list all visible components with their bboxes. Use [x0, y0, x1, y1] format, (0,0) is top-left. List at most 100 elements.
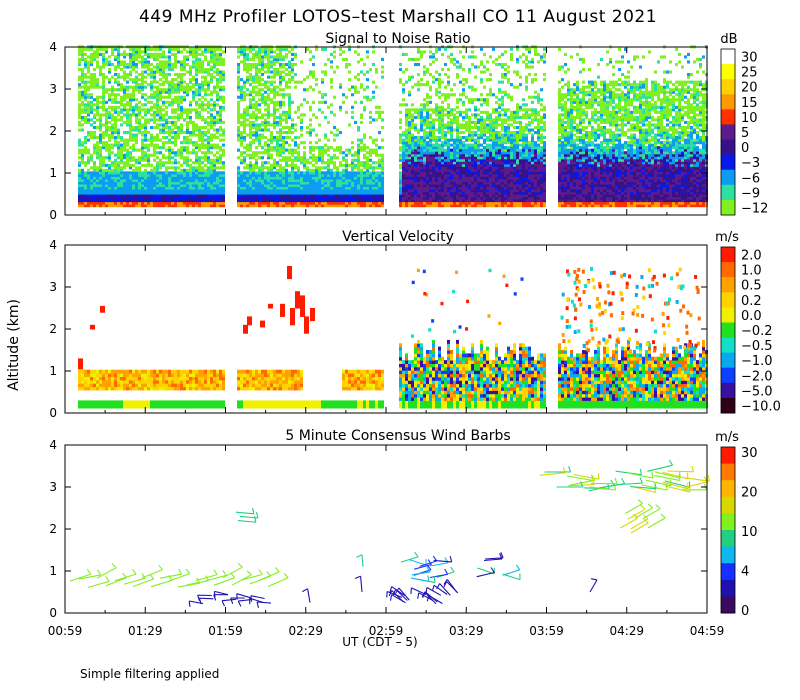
snr-cell — [267, 95, 270, 99]
snr-cell — [249, 186, 252, 190]
snr-cell — [444, 176, 447, 180]
snr-cell — [423, 73, 426, 77]
snr-cell — [276, 196, 279, 200]
snr-cell — [366, 78, 369, 82]
snr-cell — [405, 148, 408, 152]
snr-cell — [369, 199, 372, 203]
snr-cell — [303, 189, 306, 193]
snr-cell — [204, 90, 207, 94]
snr-cell — [171, 136, 174, 140]
snr-cell — [174, 55, 177, 59]
snr-cell — [471, 201, 474, 205]
snr-cell — [198, 68, 201, 72]
snr-cell — [168, 55, 171, 59]
snr-cell — [78, 60, 81, 64]
snr-cell — [246, 113, 249, 117]
snr-cell — [435, 153, 438, 157]
snr-cell — [120, 199, 123, 203]
snr-cell — [78, 93, 81, 97]
snr-cell — [192, 173, 195, 177]
snr-cell — [264, 181, 267, 185]
snr-cell — [351, 168, 354, 172]
snr-cell — [81, 93, 84, 97]
snr-cell — [168, 146, 171, 150]
snr-cell — [243, 173, 246, 177]
snr-cell — [90, 173, 93, 177]
snr-cell — [135, 63, 138, 67]
snr-cell — [348, 178, 351, 182]
snr-cell — [471, 183, 474, 187]
snr-cell — [261, 199, 264, 203]
snr-cell — [426, 70, 429, 74]
snr-cell — [237, 108, 240, 112]
snr-cell — [90, 178, 93, 182]
snr-cell — [141, 85, 144, 89]
snr-cell — [468, 115, 471, 119]
snr-cell — [216, 194, 219, 198]
snr-cell — [291, 186, 294, 190]
snr-cell — [204, 131, 207, 135]
snr-cell — [87, 156, 90, 160]
snr-cell — [216, 166, 219, 170]
snr-cell — [198, 204, 201, 208]
snr-cell — [177, 191, 180, 195]
snr-cell — [468, 85, 471, 89]
snr-cell — [96, 151, 99, 155]
snr-cell — [174, 186, 177, 190]
snr-cell — [180, 196, 183, 200]
snr-cell — [300, 176, 303, 180]
snr-cell — [372, 141, 375, 145]
snr-cell — [213, 52, 216, 56]
snr-cell — [192, 47, 195, 51]
snr-cell — [411, 85, 414, 89]
snr-cell — [177, 151, 180, 155]
snr-cell — [258, 133, 261, 137]
snr-cell — [222, 131, 225, 135]
snr-cell — [165, 110, 168, 114]
snr-cell — [96, 78, 99, 82]
snr-cell — [156, 146, 159, 150]
snr-cell — [399, 181, 402, 185]
snr-cell — [108, 60, 111, 64]
snr-cell — [303, 204, 306, 208]
snr-cell — [144, 158, 147, 162]
snr-cell — [132, 113, 135, 117]
snr-cell — [282, 194, 285, 198]
snr-cell — [135, 78, 138, 82]
snr-cell — [465, 108, 468, 112]
snr-cell — [375, 181, 378, 185]
snr-cell — [324, 181, 327, 185]
snr-cell — [408, 93, 411, 97]
snr-cell — [135, 128, 138, 132]
snr-cell — [312, 63, 315, 67]
snr-cell — [162, 181, 165, 185]
snr-cell — [450, 183, 453, 187]
snr-cell — [141, 204, 144, 208]
snr-cell — [333, 113, 336, 117]
snr-cell — [465, 191, 468, 195]
snr-cell — [285, 178, 288, 182]
snr-cell — [243, 60, 246, 64]
snr-cell — [249, 103, 252, 107]
snr-cell — [462, 191, 465, 195]
snr-cell — [105, 88, 108, 92]
snr-cell — [201, 161, 204, 165]
snr-cell — [189, 141, 192, 145]
snr-cell — [252, 88, 255, 92]
snr-cell — [132, 158, 135, 162]
snr-cell — [120, 60, 123, 64]
snr-cell — [459, 199, 462, 203]
snr-cell — [237, 65, 240, 69]
snr-cell — [324, 194, 327, 198]
snr-cell — [471, 166, 474, 170]
snr-cell — [189, 85, 192, 89]
snr-cell — [465, 128, 468, 132]
snr-cell — [438, 110, 441, 114]
snr-cell — [354, 191, 357, 195]
snr-cell — [462, 123, 465, 127]
snr-cell — [126, 110, 129, 114]
snr-cell — [141, 131, 144, 135]
snr-cell — [141, 75, 144, 79]
snr-cell — [447, 95, 450, 99]
snr-cell — [261, 151, 264, 155]
